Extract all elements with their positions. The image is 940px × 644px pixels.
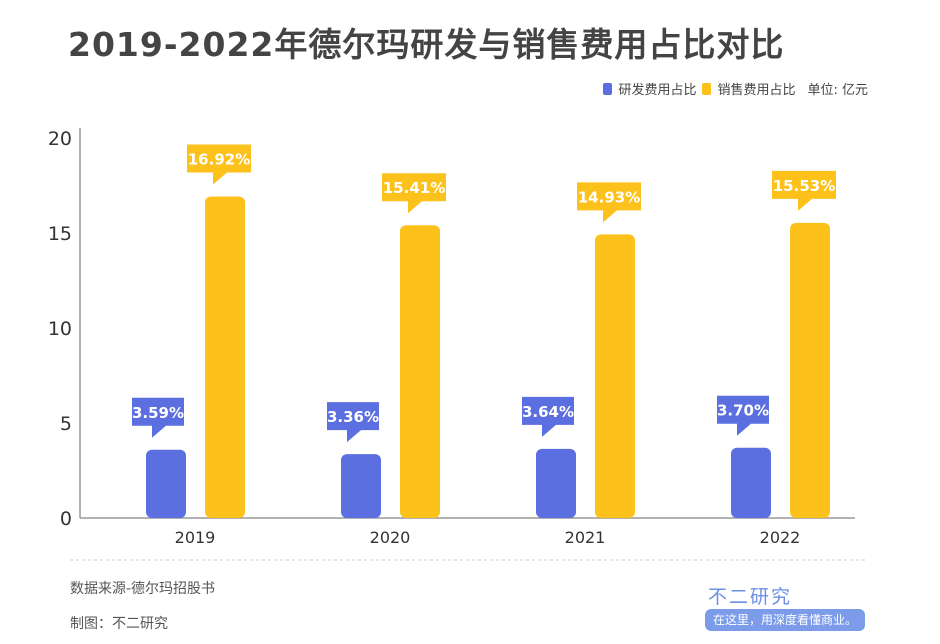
bar-sales	[205, 196, 245, 518]
data-label: 15.41%	[383, 179, 445, 197]
y-tick-label: 15	[48, 223, 72, 245]
bar-rd	[536, 448, 576, 518]
data-label: 3.59%	[132, 404, 184, 422]
brand-slogan: 在这里，用深度看懂商业。	[705, 609, 865, 631]
legend-label-sales: 销售费用占比	[717, 83, 796, 98]
legend-swatch-rd	[603, 82, 613, 95]
data-source: 数据来源-德尔玛招股书	[70, 581, 216, 597]
data-label: 14.93%	[578, 188, 640, 206]
legend-swatch-sales	[702, 82, 712, 95]
legend-label-rd: 研发费用占比	[618, 83, 697, 98]
bar-sales	[400, 225, 440, 518]
data-label-bubble	[522, 396, 574, 437]
bar-rd	[341, 454, 381, 518]
y-tick-label: 20	[48, 128, 72, 150]
chart-maker: 制图：不二研究	[70, 616, 168, 632]
data-label-bubble	[132, 397, 184, 438]
data-label: 3.64%	[522, 403, 574, 421]
data-label-bubble	[187, 144, 251, 185]
data-label: 15.53%	[773, 177, 835, 195]
brand-logo: 不二研究	[708, 586, 793, 608]
bar-rd	[731, 447, 771, 518]
data-label: 16.92%	[188, 151, 250, 169]
x-tick-label: 2020	[370, 528, 411, 547]
x-tick-label: 2019	[175, 528, 216, 547]
bar-sales	[595, 234, 635, 518]
data-label-bubble	[577, 182, 641, 223]
x-tick-label: 2021	[565, 528, 606, 547]
data-label: 3.36%	[327, 408, 379, 426]
chart-title: 2019-2022年德尔玛研发与销售费用占比对比	[68, 25, 785, 64]
unit-label: 单位: 亿元	[807, 83, 868, 98]
bar-rd	[146, 449, 186, 518]
y-tick-label: 5	[60, 413, 72, 435]
y-tick-label: 10	[48, 318, 72, 340]
y-tick-label: 0	[60, 508, 72, 530]
data-label: 3.70%	[717, 402, 769, 420]
data-label-bubble	[717, 395, 769, 436]
data-label-bubble	[327, 402, 379, 443]
x-tick-label: 2022	[760, 528, 801, 547]
bar-sales	[790, 222, 830, 518]
data-label-bubble	[382, 173, 446, 214]
data-label-bubble	[772, 170, 836, 211]
legend: 研发费用占比 销售费用占比 单位: 亿元	[603, 79, 868, 98]
